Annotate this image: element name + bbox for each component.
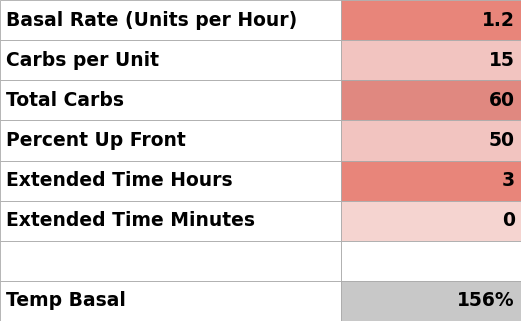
Bar xyxy=(341,40,521,80)
Text: Percent Up Front: Percent Up Front xyxy=(6,131,186,150)
Text: 3: 3 xyxy=(502,171,515,190)
Bar xyxy=(0,80,341,120)
Bar xyxy=(0,0,341,40)
Bar xyxy=(341,80,521,120)
Bar xyxy=(341,201,521,241)
Text: Total Carbs: Total Carbs xyxy=(6,91,124,110)
Text: Basal Rate (Units per Hour): Basal Rate (Units per Hour) xyxy=(6,11,297,30)
Bar xyxy=(341,281,521,321)
Text: Carbs per Unit: Carbs per Unit xyxy=(6,51,159,70)
Bar xyxy=(0,241,341,281)
Bar xyxy=(341,241,521,281)
Text: 50: 50 xyxy=(489,131,515,150)
Text: 156%: 156% xyxy=(457,291,515,310)
Bar xyxy=(0,40,341,80)
Bar xyxy=(0,160,341,201)
Bar xyxy=(0,201,341,241)
Bar xyxy=(341,120,521,160)
Bar xyxy=(0,281,341,321)
Bar xyxy=(341,160,521,201)
Bar xyxy=(0,120,341,160)
Text: 0: 0 xyxy=(502,211,515,230)
Text: Temp Basal: Temp Basal xyxy=(6,291,126,310)
Text: 60: 60 xyxy=(489,91,515,110)
Text: Extended Time Minutes: Extended Time Minutes xyxy=(6,211,255,230)
Text: 15: 15 xyxy=(489,51,515,70)
Text: Extended Time Hours: Extended Time Hours xyxy=(6,171,233,190)
Text: 1.2: 1.2 xyxy=(482,11,515,30)
Bar xyxy=(341,0,521,40)
